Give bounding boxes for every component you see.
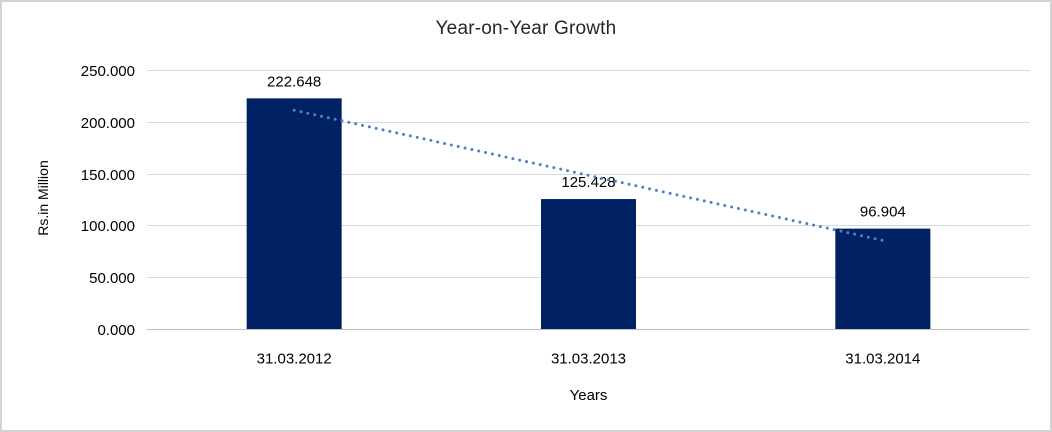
y-tick-label: 50.000 [89,270,135,287]
bar-value-label: 222.648 [267,73,321,90]
y-tick-label: 150.000 [81,167,135,184]
y-tick-label: 100.000 [81,218,135,235]
bar-value-label: 96.904 [860,204,906,221]
x-axis-title: Years [569,387,608,404]
bar [835,228,931,329]
trendline-dotted [292,108,885,242]
chart-title: Year-on-Year Growth [435,18,617,39]
x-category-label: 31.03.2012 [257,350,332,367]
bar [246,98,342,329]
x-category-label: 31.03.2013 [551,350,626,367]
y-tick-label: 0.000 [97,322,135,339]
y-tick-label: 200.000 [81,115,135,132]
x-category-label: 31.03.2014 [845,350,920,367]
bar [541,199,636,329]
y-tick-label: 250.000 [81,63,135,80]
